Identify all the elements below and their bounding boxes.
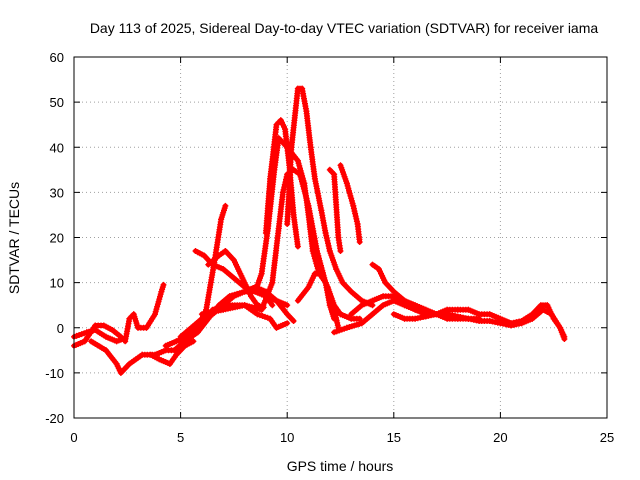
data-point	[284, 302, 291, 309]
x-tick-label: 20	[493, 430, 507, 445]
axis-ticks: 0 5 10 15 20 25 -20 -10 0 10 20 30 40 50 60	[45, 50, 614, 445]
y-tick-label: 60	[50, 50, 64, 65]
data-point	[284, 320, 291, 327]
x-axis-label: GPS time / hours	[287, 458, 394, 474]
series-line	[122, 282, 166, 344]
data-series	[71, 85, 568, 376]
series-line	[284, 86, 375, 308]
series-t4	[122, 281, 167, 345]
data-point	[561, 336, 568, 342]
series-t2	[71, 322, 124, 349]
series-t5	[147, 338, 197, 367]
y-tick-label: -20	[45, 411, 64, 426]
data-point	[290, 318, 297, 324]
series-t22	[412, 302, 483, 322]
data-point	[160, 281, 167, 288]
data-point	[190, 338, 197, 345]
data-point	[476, 315, 483, 322]
plot-frame	[73, 56, 608, 419]
x-tick-label: 15	[387, 430, 401, 445]
x-tick-label: 0	[70, 430, 77, 445]
data-point	[337, 248, 344, 254]
data-point	[294, 243, 301, 250]
x-tick-label: 25	[600, 430, 614, 445]
y-tick-label: 40	[50, 140, 64, 155]
series-t14	[284, 85, 376, 309]
x-tick-label: 10	[280, 430, 294, 445]
data-point	[356, 315, 363, 322]
x-tick-label: 5	[177, 430, 184, 445]
y-tick-label: 10	[50, 276, 64, 291]
data-point	[356, 239, 363, 245]
series-t13	[262, 117, 301, 250]
y-tick-label: 30	[50, 185, 64, 200]
y-tick-label: -10	[45, 366, 64, 381]
data-point	[117, 333, 124, 340]
y-tick-label: 50	[50, 95, 64, 110]
data-point	[269, 302, 276, 309]
data-point	[222, 202, 229, 209]
y-tick-label: 20	[50, 231, 64, 246]
y-tick-label: 0	[57, 321, 64, 336]
chart-title: Day 113 of 2025, Sidereal Day-to-day VTE…	[90, 20, 599, 36]
series-t17	[337, 162, 363, 245]
data-point	[81, 330, 88, 337]
y-axis-label: SDTVAR / TECUs	[6, 182, 22, 294]
series-t16	[326, 166, 344, 254]
